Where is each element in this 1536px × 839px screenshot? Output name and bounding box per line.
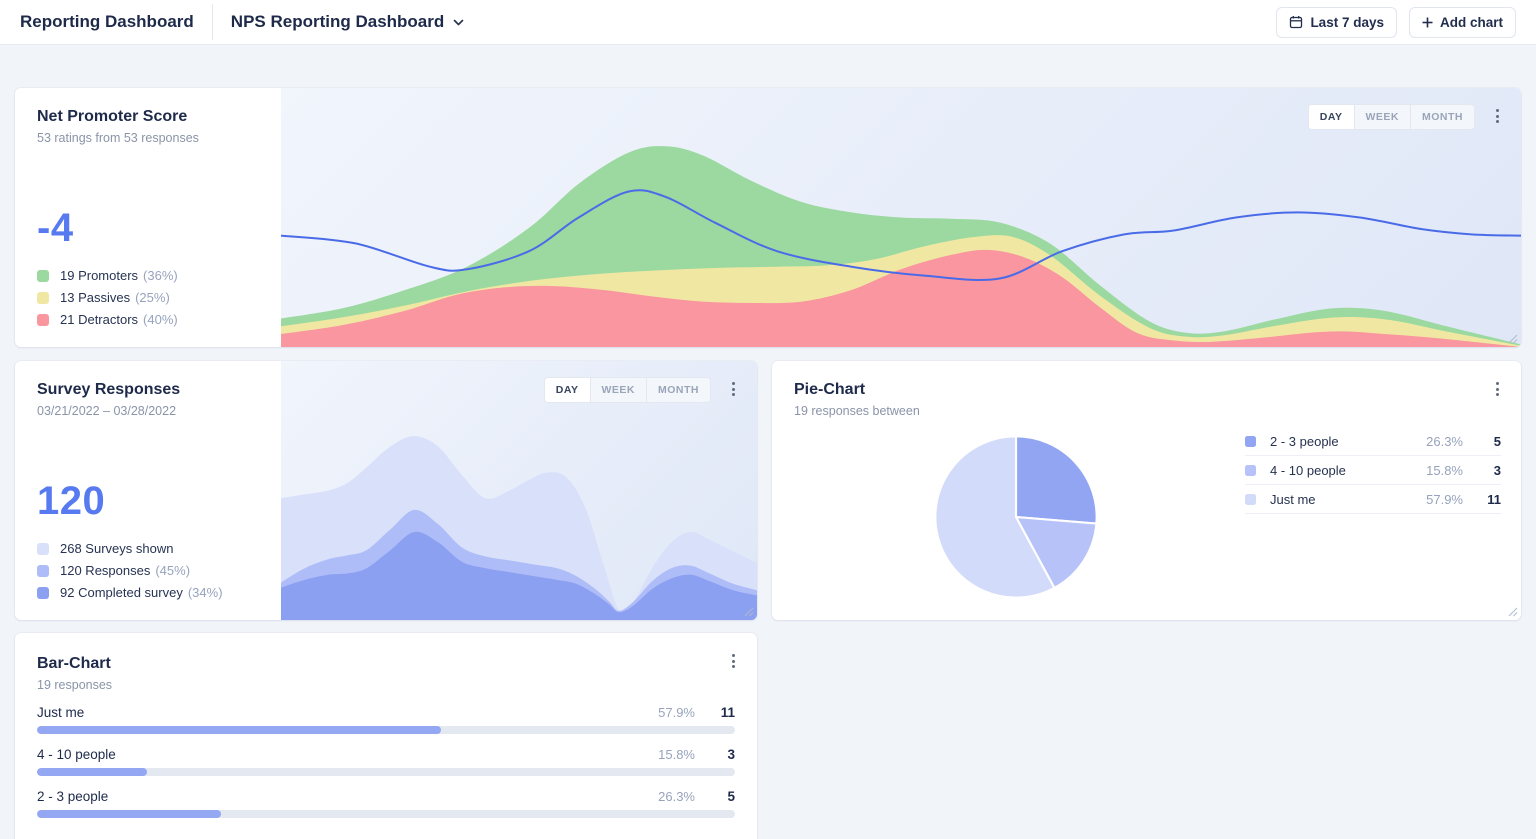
chevron-down-icon bbox=[453, 19, 464, 25]
bar-track bbox=[37, 726, 735, 734]
pie-swatch-2-3 bbox=[1245, 435, 1256, 447]
nps-panel: Net Promoter Score 53 ratings from 53 re… bbox=[15, 88, 281, 347]
surveys-shown-swatch bbox=[37, 542, 49, 555]
bar-row-4-10-people: 4 - 10 people 15.8% 3 bbox=[37, 747, 735, 776]
survey-toggle-month[interactable]: MONTH bbox=[646, 378, 710, 402]
nps-title: Net Promoter Score bbox=[37, 108, 188, 125]
bar-fill bbox=[37, 768, 148, 776]
responses-swatch bbox=[37, 564, 49, 577]
date-range-label: Last 7 days bbox=[1310, 14, 1384, 30]
bar-menu-button[interactable] bbox=[723, 650, 743, 672]
survey-title: Survey Responses bbox=[37, 381, 181, 398]
survey-date-range: 03/21/2022 – 03/28/2022 bbox=[37, 404, 177, 418]
survey-menu-button[interactable] bbox=[723, 378, 743, 400]
nps-card: Net Promoter Score 53 ratings from 53 re… bbox=[15, 88, 1521, 347]
pie-menu-button[interactable] bbox=[1487, 378, 1507, 400]
pie-legend-row: Just me 57.9% 11 bbox=[1245, 485, 1501, 514]
survey-responses-card: Survey Responses 03/21/2022 – 03/28/2022… bbox=[15, 361, 757, 620]
pie-swatch-just-me bbox=[1245, 493, 1256, 505]
legend-item-completed: 92 Completed survey (34%) bbox=[37, 585, 259, 600]
survey-interval-toggle: DAY WEEK MONTH bbox=[543, 377, 711, 403]
passives-swatch bbox=[37, 291, 49, 304]
survey-chart: DAY WEEK MONTH bbox=[281, 361, 757, 620]
nps-chart: DAY WEEK MONTH bbox=[281, 88, 1521, 347]
pie-chart bbox=[934, 435, 1098, 599]
bar-fill bbox=[37, 810, 221, 818]
detractors-swatch bbox=[37, 313, 49, 326]
legend-item-detractors: 21 Detractors (40%) bbox=[37, 312, 259, 327]
bar-title: Bar-Chart bbox=[37, 655, 111, 672]
nps-toggle-month[interactable]: MONTH bbox=[1410, 105, 1474, 129]
add-chart-button[interactable]: Add chart bbox=[1408, 6, 1516, 38]
pie-legend: 2 - 3 people 26.3% 5 4 - 10 people 15.8%… bbox=[1245, 427, 1501, 514]
legend-item-promoters: 19 Promoters (36%) bbox=[37, 268, 259, 283]
pie-chart-card: Pie-Chart 19 responses between 2 - 3 peo… bbox=[772, 361, 1521, 620]
date-range-button[interactable]: Last 7 days bbox=[1276, 6, 1397, 38]
pie-resize-handle[interactable] bbox=[1506, 605, 1518, 617]
nps-toggle-day[interactable]: DAY bbox=[1308, 105, 1354, 129]
survey-legend: 268 Surveys shown 120 Responses (45%) 92… bbox=[37, 534, 259, 600]
pie-title: Pie-Chart bbox=[794, 381, 866, 398]
calendar-icon bbox=[1290, 16, 1303, 29]
title-divider bbox=[211, 4, 213, 40]
nps-toggle-week[interactable]: WEEK bbox=[1353, 105, 1411, 129]
bar-track bbox=[37, 810, 735, 818]
nps-score: -4 bbox=[37, 206, 74, 250]
survey-resize-handle[interactable] bbox=[742, 605, 754, 617]
add-chart-label: Add chart bbox=[1439, 14, 1503, 30]
pie-legend-row: 4 - 10 people 15.8% 3 bbox=[1245, 456, 1501, 485]
bar-subtitle: 19 responses bbox=[37, 678, 113, 692]
legend-item-passives: 13 Passives (25%) bbox=[37, 290, 259, 305]
bar-row-just-me: Just me 57.9% 11 bbox=[37, 705, 735, 734]
top-bar: Reporting Dashboard NPS Reporting Dashbo… bbox=[0, 0, 1536, 45]
nps-subtitle: 53 ratings from 53 responses bbox=[37, 131, 199, 145]
bar-row-2-3-people: 2 - 3 people 26.3% 5 bbox=[37, 789, 735, 818]
survey-total: 120 bbox=[37, 479, 106, 523]
bar-track bbox=[37, 768, 735, 776]
app-title: Reporting Dashboard bbox=[20, 12, 194, 31]
legend-item-responses: 120 Responses (45%) bbox=[37, 563, 259, 578]
nps-menu-button[interactable] bbox=[1487, 105, 1507, 127]
nps-area-chart bbox=[281, 146, 1521, 347]
promoters-swatch bbox=[37, 269, 49, 282]
pie-swatch-4-10 bbox=[1245, 464, 1256, 476]
nps-interval-toggle: DAY WEEK MONTH bbox=[1307, 104, 1475, 130]
dashboard-switcher[interactable]: NPS Reporting Dashboard bbox=[231, 12, 464, 32]
pie-subtitle: 19 responses between bbox=[794, 404, 920, 418]
bar-chart-card: Bar-Chart 19 responses Just me 57.9% 11 … bbox=[15, 633, 757, 839]
bar-fill bbox=[37, 726, 442, 734]
pie-legend-row: 2 - 3 people 26.3% 5 bbox=[1245, 427, 1501, 456]
completed-swatch bbox=[37, 586, 49, 599]
dashboard-canvas: Net Promoter Score 53 ratings from 53 re… bbox=[0, 45, 1536, 839]
nps-resize-handle[interactable] bbox=[1506, 332, 1518, 344]
plus-icon bbox=[1422, 17, 1433, 27]
survey-panel: Survey Responses 03/21/2022 – 03/28/2022… bbox=[15, 361, 281, 620]
survey-toggle-day[interactable]: DAY bbox=[544, 378, 590, 402]
legend-item-surveys-shown: 268 Surveys shown bbox=[37, 541, 259, 556]
survey-toggle-week[interactable]: WEEK bbox=[589, 378, 647, 402]
dashboard-title: NPS Reporting Dashboard bbox=[230, 12, 445, 31]
survey-area-chart bbox=[281, 436, 757, 620]
nps-legend: 19 Promoters (36%) 13 Passives (25%) 21 … bbox=[37, 261, 259, 327]
